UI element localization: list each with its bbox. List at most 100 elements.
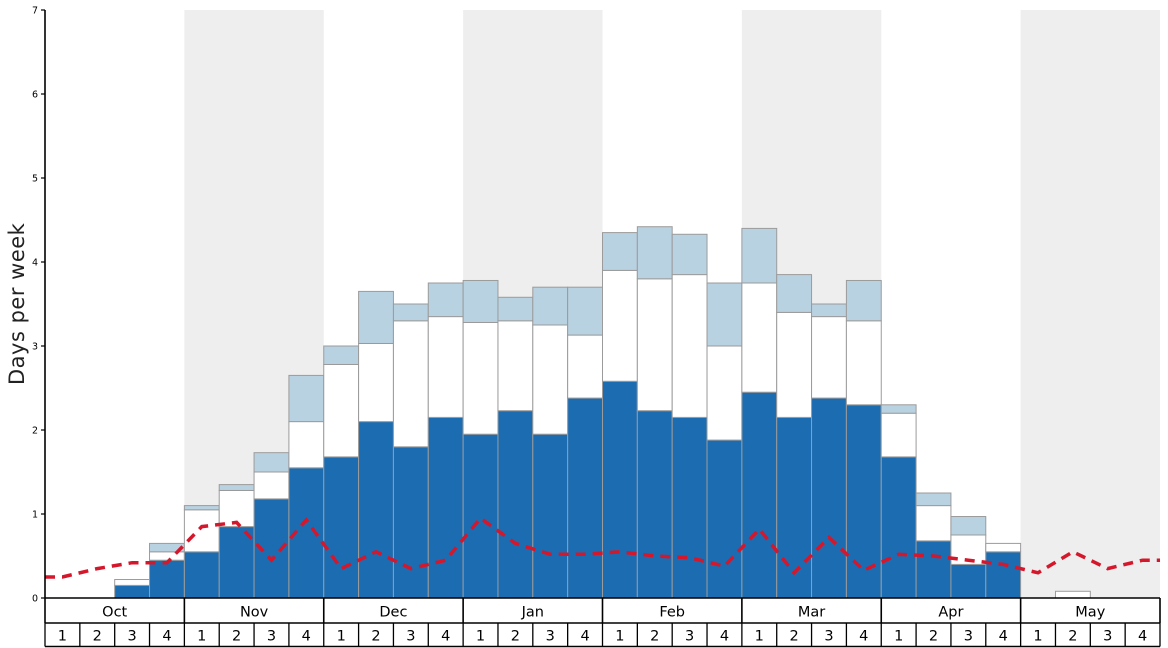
week-label: 2 — [1068, 629, 1077, 645]
week-label: 1 — [1033, 629, 1042, 645]
y-axis-title: Days per week — [5, 222, 29, 386]
week-label: 3 — [824, 629, 833, 645]
week-label: 1 — [197, 629, 206, 645]
week-label: 4 — [162, 629, 171, 645]
week-label: 3 — [685, 629, 694, 645]
x-axis-table: Oct Nov Dec Jan Feb Mar Apr May 1 2 3 4 1 2 3 4 1 2 3 4 1 2 3 4… — [44, 597, 1161, 648]
bar-segment-white-middle — [497, 320, 534, 412]
week-label: 4 — [1138, 629, 1147, 645]
y-tick-label: 3 — [32, 342, 38, 353]
bar-segment-white-middle — [1054, 590, 1091, 599]
bar-segment-white-middle — [706, 345, 743, 441]
month-label: Nov — [240, 605, 269, 621]
bar-segment-dark-blue-bottom — [845, 404, 882, 599]
y-tick-label: 5 — [32, 174, 38, 185]
bar-segment-white-middle — [427, 316, 464, 418]
week-label: 3 — [964, 629, 973, 645]
bar-segment-white-middle — [358, 342, 394, 423]
month-label: May — [1075, 605, 1105, 621]
bar-segment-white-middle — [880, 412, 917, 458]
bar-segment-white-middle — [288, 421, 325, 469]
bar-segment-dark-blue-bottom — [532, 433, 569, 599]
bar-segment-white-middle — [218, 489, 255, 528]
week-label: 3 — [267, 629, 276, 645]
bar-segment-white-middle — [602, 269, 638, 382]
y-tick-label: 0 — [32, 594, 38, 605]
bar-segment-white-middle — [183, 509, 220, 553]
bar-segment-dark-blue-bottom — [671, 416, 708, 599]
bar-segment-white-middle — [636, 278, 673, 412]
bar-segment-white-middle — [776, 311, 813, 418]
week-label: 2 — [371, 629, 380, 645]
bar-segment-dark-blue-bottom — [358, 421, 394, 599]
bar-segment-white-middle — [114, 579, 151, 586]
bar-segment-light-blue-top — [845, 279, 882, 322]
bar-segment-dark-blue-bottom — [741, 391, 778, 599]
bar-segment-light-blue-top — [392, 303, 429, 322]
week-label: 4 — [302, 629, 311, 645]
bar-segment-white-middle — [462, 321, 499, 435]
bar-segment-dark-blue-bottom — [776, 416, 813, 599]
bar-segment-light-blue-top — [497, 296, 534, 322]
bar-segment-light-blue-top — [253, 452, 290, 473]
bar-segment-white-middle — [915, 505, 952, 542]
week-label: 2 — [93, 629, 102, 645]
bar-segment-dark-blue-bottom — [323, 456, 360, 599]
bar-segment-light-blue-top — [532, 286, 569, 326]
bar-segment-white-middle — [149, 551, 185, 561]
bar-segment-white-middle — [392, 320, 429, 448]
bar-segment-light-blue-top — [880, 404, 917, 414]
bar-segment-light-blue-top — [636, 226, 673, 280]
bar-segment-dark-blue-bottom — [114, 584, 151, 599]
bar-segment-light-blue-top — [950, 516, 987, 536]
bar-segment-dark-blue-bottom — [602, 380, 638, 599]
month-band-may — [1020, 10, 1160, 598]
month-label: Dec — [379, 605, 407, 621]
y-tick-label: 1 — [32, 510, 38, 521]
bar-segment-light-blue-top — [427, 282, 464, 318]
y-tick-label: 4 — [32, 258, 38, 269]
bar-segment-light-blue-top — [776, 274, 813, 313]
bar-segment-light-blue-top — [915, 492, 952, 507]
bar-segment-dark-blue-bottom — [149, 559, 185, 599]
bar-segment-light-blue-top — [288, 374, 325, 423]
week-label: 2 — [789, 629, 798, 645]
bar-segment-dark-blue-bottom — [950, 563, 987, 599]
bar-segment-light-blue-top — [462, 279, 499, 323]
bar-segment-dark-blue-bottom — [880, 456, 917, 599]
bar-segment-light-blue-top — [218, 484, 255, 491]
bar-segment-dark-blue-bottom — [497, 410, 534, 599]
week-label: 4 — [720, 629, 729, 645]
week-label: 2 — [232, 629, 241, 645]
bar-segment-light-blue-top — [671, 233, 708, 276]
bar-segment-white-middle — [567, 334, 603, 399]
bar-segment-white-middle — [532, 324, 569, 435]
week-label: 1 — [894, 629, 903, 645]
week-label: 1 — [58, 629, 67, 645]
week-label: 1 — [476, 629, 485, 645]
bar-segment-dark-blue-bottom — [567, 397, 603, 599]
bar-segment-light-blue-top — [323, 345, 360, 365]
week-label: 2 — [929, 629, 938, 645]
week-label: 4 — [580, 629, 589, 645]
bar-segment-light-blue-top — [183, 505, 220, 511]
bar-segment-white-middle — [985, 542, 1022, 553]
bar-segment-dark-blue-bottom — [985, 551, 1022, 599]
bar-segment-light-blue-top — [567, 286, 603, 336]
bar-segment-white-middle — [323, 363, 360, 458]
bar-segment-white-middle — [253, 471, 290, 500]
month-label: Apr — [938, 605, 963, 621]
week-label: 3 — [546, 629, 555, 645]
week-label: 1 — [615, 629, 624, 645]
week-label: 2 — [511, 629, 520, 645]
bar-segment-dark-blue-bottom — [392, 446, 429, 599]
month-label: Jan — [521, 605, 544, 621]
bar-segment-white-middle — [845, 320, 882, 406]
bar-segment-light-blue-top — [706, 282, 743, 347]
week-label: 3 — [406, 629, 415, 645]
y-axis: 0 1 2 3 4 5 6 7 — [32, 6, 46, 605]
bar-segment-dark-blue-bottom — [183, 551, 220, 599]
bar-segment-light-blue-top — [811, 303, 847, 318]
